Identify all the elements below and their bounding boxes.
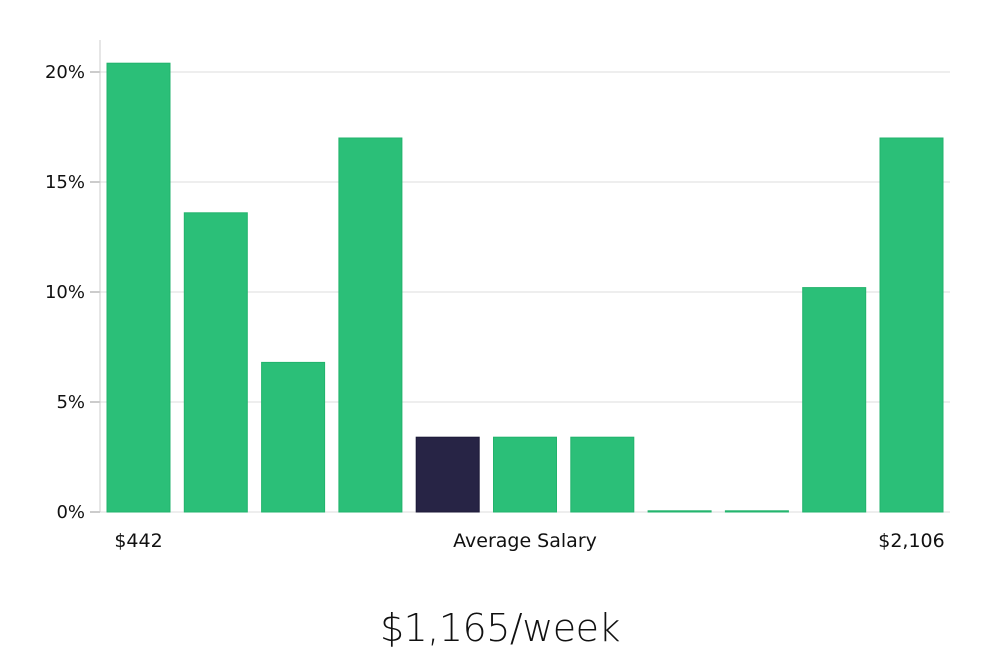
bar-9 (802, 287, 867, 513)
bar-2 (261, 361, 326, 513)
bar-1 (183, 212, 248, 513)
y-tick-label-5: 5% (56, 392, 85, 413)
y-tick-label-10: 10% (45, 282, 85, 303)
y-tick-labels: 0% 5% 10% 15% 20% (45, 62, 85, 523)
bar-8 (724, 510, 789, 513)
bar-10 (879, 137, 944, 513)
average-salary-headline: $1,165/week (379, 606, 621, 650)
bar-7 (647, 510, 712, 513)
bar-average-salary (415, 436, 480, 513)
y-tick-label-0: 0% (56, 502, 85, 523)
bar-3 (338, 137, 403, 513)
y-tick-label-20: 20% (45, 62, 85, 83)
bar-6 (570, 436, 635, 513)
bar-0 (106, 62, 171, 513)
y-tick-label-15: 15% (45, 172, 85, 193)
bars (106, 62, 944, 513)
salary-histogram-chart: 0% 5% 10% 15% 20% $442 Average Salary $2,106 (45, 40, 950, 552)
bar-5 (493, 436, 557, 513)
x-label-average: Average Salary (453, 530, 597, 552)
x-label-max: $2,106 (878, 530, 944, 552)
x-label-min: $442 (114, 530, 162, 552)
